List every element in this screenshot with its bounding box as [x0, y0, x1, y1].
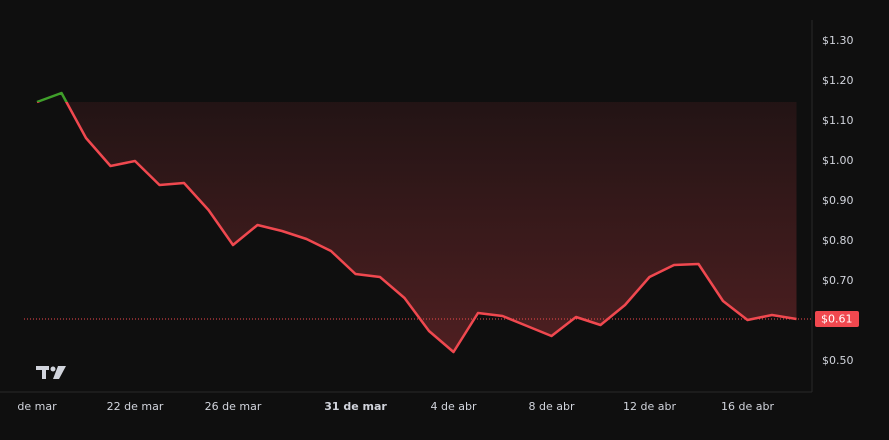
y-tick-label: $0.70	[822, 274, 854, 287]
x-tick-label: de mar	[17, 400, 57, 413]
y-tick-label: $0.50	[822, 354, 854, 367]
x-tick-label: 31 de mar	[324, 400, 387, 413]
x-tick-label: 12 de abr	[623, 400, 676, 413]
last-price-badge	[815, 311, 859, 327]
y-tick-label: $1.20	[822, 74, 854, 87]
x-tick-label: 22 de mar	[107, 400, 164, 413]
logo	[36, 366, 66, 379]
last-price-label: $0.61	[821, 313, 853, 326]
y-tick-label: $0.80	[822, 234, 854, 247]
x-tick-label: 4 de abr	[431, 400, 477, 413]
x-tick-label: 26 de mar	[205, 400, 262, 413]
x-tick-label: 16 de abr	[721, 400, 774, 413]
y-tick-label: $1.00	[822, 154, 854, 167]
price-line	[36, 91, 797, 354]
baseline-area	[37, 102, 797, 352]
y-tick-label: $1.30	[822, 34, 854, 47]
y-tick-label: $1.10	[822, 114, 854, 127]
x-tick-label: 8 de abr	[529, 400, 575, 413]
y-tick-label: $0.90	[822, 194, 854, 207]
